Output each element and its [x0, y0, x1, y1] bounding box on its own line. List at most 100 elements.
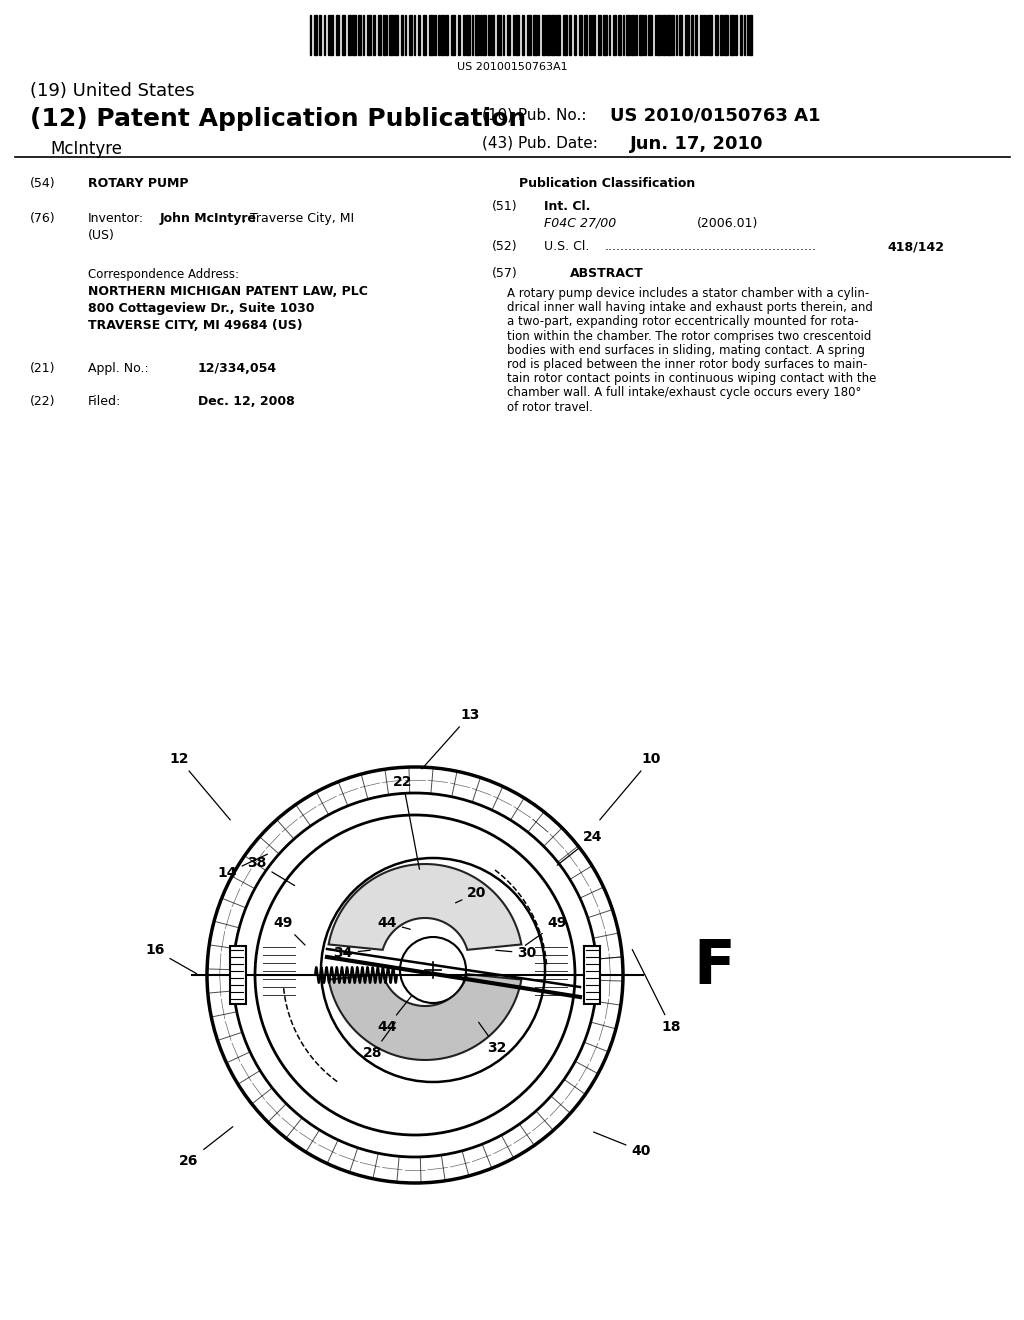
Text: (10) Pub. No.:: (10) Pub. No.:	[482, 107, 587, 121]
Bar	[401, 15, 403, 55]
Bar	[667, 15, 671, 55]
Bar	[358, 15, 361, 55]
Text: (57): (57)	[492, 267, 518, 280]
Text: 30: 30	[496, 946, 537, 960]
Bar	[389, 15, 393, 55]
Text: bodies with end surfaces in sliding, mating contact. A spring: bodies with end surfaces in sliding, mat…	[507, 343, 865, 356]
Bar	[740, 15, 742, 55]
Bar	[639, 15, 643, 55]
Bar	[603, 15, 607, 55]
Bar	[679, 15, 682, 55]
Bar	[648, 15, 652, 55]
Bar	[626, 15, 630, 55]
Bar	[613, 15, 616, 55]
Text: 22: 22	[393, 775, 420, 870]
Text: Correspondence Address:: Correspondence Address:	[88, 268, 239, 281]
Bar	[618, 15, 621, 55]
Text: 49: 49	[525, 916, 566, 945]
Bar	[574, 15, 575, 55]
Bar	[466, 15, 470, 55]
Bar	[515, 15, 519, 55]
Bar	[475, 15, 479, 55]
Bar	[394, 15, 398, 55]
Text: of rotor travel.: of rotor travel.	[507, 400, 593, 413]
Bar	[336, 15, 339, 55]
Bar	[584, 15, 587, 55]
Text: , Traverse City, MI: , Traverse City, MI	[242, 213, 354, 224]
Text: 32: 32	[478, 1022, 507, 1055]
Bar	[330, 15, 333, 55]
Text: (43) Pub. Date:: (43) Pub. Date:	[482, 135, 598, 150]
Text: 13: 13	[422, 708, 479, 770]
Bar	[463, 15, 465, 55]
Bar	[593, 15, 595, 55]
Bar	[662, 15, 666, 55]
Bar	[373, 15, 375, 55]
Text: 16: 16	[145, 942, 197, 974]
Bar	[441, 15, 444, 55]
Bar	[546, 15, 550, 55]
Bar	[458, 15, 460, 55]
Bar	[635, 15, 637, 55]
Text: U.S. Cl.: U.S. Cl.	[544, 240, 590, 253]
Text: 14: 14	[217, 854, 267, 880]
Text: Dec. 12, 2008: Dec. 12, 2008	[198, 395, 295, 408]
Bar	[724, 15, 728, 55]
Text: US 2010/0150763 A1: US 2010/0150763 A1	[610, 107, 820, 125]
Bar	[488, 15, 490, 55]
Bar	[383, 15, 385, 55]
Text: 418/142: 418/142	[887, 240, 944, 253]
Text: ROTARY PUMP: ROTARY PUMP	[88, 177, 188, 190]
Bar	[735, 15, 737, 55]
Text: Inventor:: Inventor:	[88, 213, 144, 224]
Bar	[556, 15, 560, 55]
Polygon shape	[329, 974, 521, 1060]
Bar	[522, 15, 524, 55]
Text: A rotary pump device includes a stator chamber with a cylin-: A rotary pump device includes a stator c…	[507, 286, 869, 300]
Bar	[342, 15, 345, 55]
Text: rod is placed between the inner rotor body surfaces to main-: rod is placed between the inner rotor bo…	[507, 358, 867, 371]
Text: Int. Cl.: Int. Cl.	[544, 201, 591, 213]
Text: (76): (76)	[30, 213, 55, 224]
Text: 28: 28	[364, 1022, 395, 1060]
Bar	[418, 15, 420, 55]
Text: 40: 40	[594, 1133, 650, 1158]
Bar	[672, 15, 674, 55]
Text: (12) Patent Application Publication: (12) Patent Application Publication	[30, 107, 526, 131]
Bar	[423, 15, 426, 55]
Bar	[657, 15, 662, 55]
Bar	[691, 15, 693, 55]
Bar	[749, 15, 752, 55]
Text: Jun. 17, 2010: Jun. 17, 2010	[630, 135, 764, 153]
Text: Appl. No.:: Appl. No.:	[88, 362, 148, 375]
Text: 10: 10	[600, 752, 660, 820]
Text: drical inner wall having intake and exhaust ports therein, and: drical inner wall having intake and exha…	[507, 301, 872, 314]
Bar	[409, 15, 412, 55]
Bar	[429, 15, 433, 55]
Text: McIntyre: McIntyre	[50, 140, 122, 158]
Bar	[584, 946, 600, 1005]
Bar	[579, 15, 582, 55]
Bar	[378, 15, 381, 55]
Text: John McIntyre: John McIntyre	[160, 213, 257, 224]
Bar	[438, 15, 440, 55]
Text: 34: 34	[334, 946, 371, 960]
Bar	[700, 15, 702, 55]
Bar	[715, 15, 718, 55]
Text: chamber wall. A full intake/exhaust cycle occurs every 180°: chamber wall. A full intake/exhaust cycl…	[507, 387, 861, 400]
Text: a two-part, expanding rotor eccentrically mounted for rota-: a two-part, expanding rotor eccentricall…	[507, 315, 859, 329]
Bar	[352, 15, 356, 55]
Bar	[644, 15, 646, 55]
Bar	[730, 15, 734, 55]
Bar	[314, 15, 317, 55]
Bar	[598, 15, 601, 55]
Bar	[542, 15, 545, 55]
Bar	[480, 15, 482, 55]
Text: 44: 44	[377, 916, 411, 931]
Text: 12/334,054: 12/334,054	[198, 362, 278, 375]
Text: tain rotor contact points in continuous wiping contact with the: tain rotor contact points in continuous …	[507, 372, 877, 385]
Text: 44: 44	[377, 997, 412, 1034]
Text: tion within the chamber. The rotor comprises two crescentoid: tion within the chamber. The rotor compr…	[507, 330, 871, 343]
Text: (19) United States: (19) United States	[30, 82, 195, 100]
Text: (22): (22)	[30, 395, 55, 408]
